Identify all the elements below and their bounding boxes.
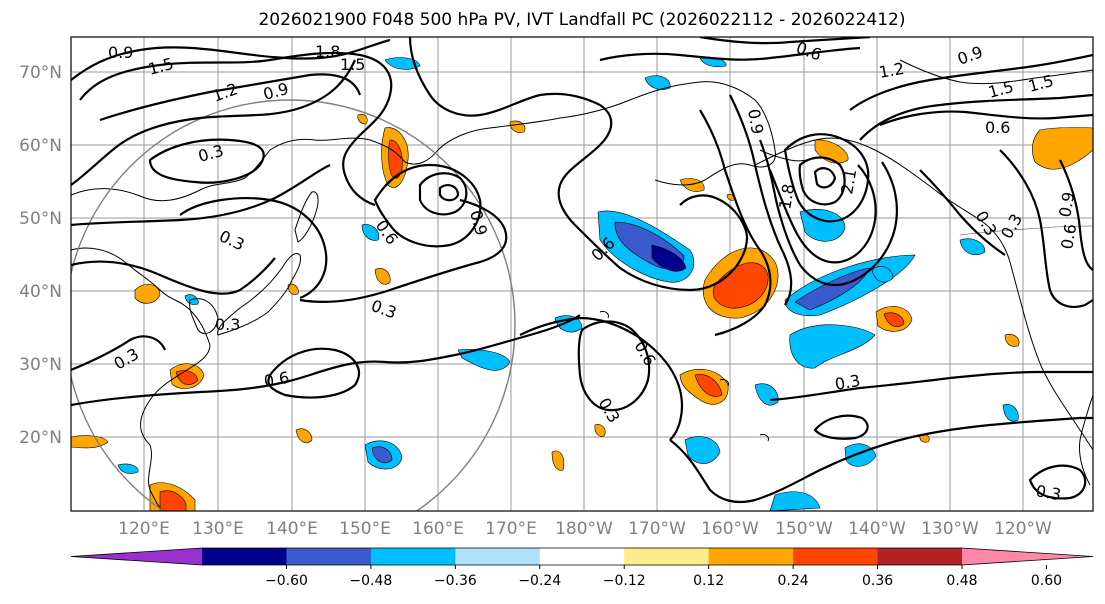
ivt-shading: [71, 56, 1093, 511]
colorbar-tick-label: 0.48: [946, 573, 977, 589]
lat-axis: 70°N 60°N 50°N 40°N 30°N 20°N: [19, 63, 62, 448]
lon-label: 120°W: [994, 519, 1052, 539]
lon-label: 140°W: [848, 519, 906, 539]
contour-label: 1.8: [775, 182, 798, 210]
contour-label: 0.9: [744, 107, 767, 135]
contour-label: 0.9: [1055, 190, 1078, 218]
lat-label: 60°N: [19, 136, 62, 156]
colorbar-tick-label: −0.60: [265, 573, 308, 589]
colorbar-tick-label: 0.60: [1031, 573, 1062, 589]
lon-label: 160°W: [701, 519, 759, 539]
coastlines: [71, 59, 1093, 511]
contour-label: 0.3: [1034, 481, 1062, 504]
lon-label: 170°W: [628, 519, 686, 539]
contour-label: 0.3: [215, 315, 240, 334]
lat-label: 70°N: [19, 63, 62, 83]
contour-label: 1.8: [315, 42, 340, 61]
lat-label: 40°N: [19, 282, 62, 302]
lat-label: 50°N: [19, 209, 62, 229]
contour-label: 0.3: [833, 371, 861, 394]
colorbar-tick-label: −0.48: [349, 573, 392, 589]
lat-label: 30°N: [19, 355, 62, 375]
contour-label: 0.6: [262, 368, 290, 391]
contour-label: 2.1: [837, 167, 860, 195]
lat-label: 20°N: [19, 428, 62, 448]
colorbar-bin: [539, 548, 625, 565]
colorbar-bin: [708, 548, 794, 565]
lon-label: 150°W: [775, 519, 833, 539]
colorbar-tick-label: −0.36: [434, 573, 477, 589]
lon-label: 170°E: [485, 519, 537, 539]
lon-axis: 120°E 130°E 140°E 150°E 160°E 170°E 180°…: [118, 519, 1052, 539]
colorbar-bin: [624, 548, 710, 565]
lon-label: 130°W: [921, 519, 979, 539]
colorbar-tick-label: −0.24: [518, 573, 561, 589]
chart-title: 2026021900 F048 500 hPa PV, IVT Landfall…: [258, 10, 905, 30]
colorbar-tick-label: −0.12: [603, 573, 646, 589]
lon-label: 160°E: [412, 519, 464, 539]
lon-label: 130°E: [192, 519, 244, 539]
colorbar-bin: [370, 548, 456, 565]
colorbar-tick-label: 0.24: [778, 573, 809, 589]
map-frame: [70, 36, 1094, 512]
range-circle: [71, 99, 516, 511]
lon-label: 140°E: [266, 519, 318, 539]
pv-contours: [71, 37, 1093, 504]
colorbar-extend-low: [71, 548, 202, 565]
colorbar-bin: [793, 548, 879, 565]
contour-label: 0.6: [985, 118, 1010, 137]
contour-label: 1.5: [340, 55, 365, 74]
colorbar-tick-label: 0.36: [862, 573, 893, 589]
map-area: 0.9 1.5 1.8 1.5 1.2 0.9 0.3 0.3 0.6 0.9 …: [71, 37, 1093, 511]
contour-label: 1.2: [877, 59, 905, 82]
colorbar-bin: [455, 548, 541, 565]
lon-label: 120°E: [118, 519, 170, 539]
colorbar-bin: [286, 548, 372, 565]
colorbar-tick-label: 0.12: [693, 573, 724, 589]
contour-label: 0.9: [108, 43, 133, 62]
colorbar-bin: [877, 548, 963, 565]
colorbar-extend-high: [962, 548, 1093, 565]
lon-label: 180°W: [555, 519, 613, 539]
lon-label: 150°E: [339, 519, 391, 539]
colorbar: −0.60 −0.48 −0.36 −0.24 −0.12 0.12 0.24 0.36 0.4…: [70, 547, 1094, 589]
contour-label: 0.6: [1057, 222, 1080, 250]
colorbar-bin: [202, 548, 287, 565]
